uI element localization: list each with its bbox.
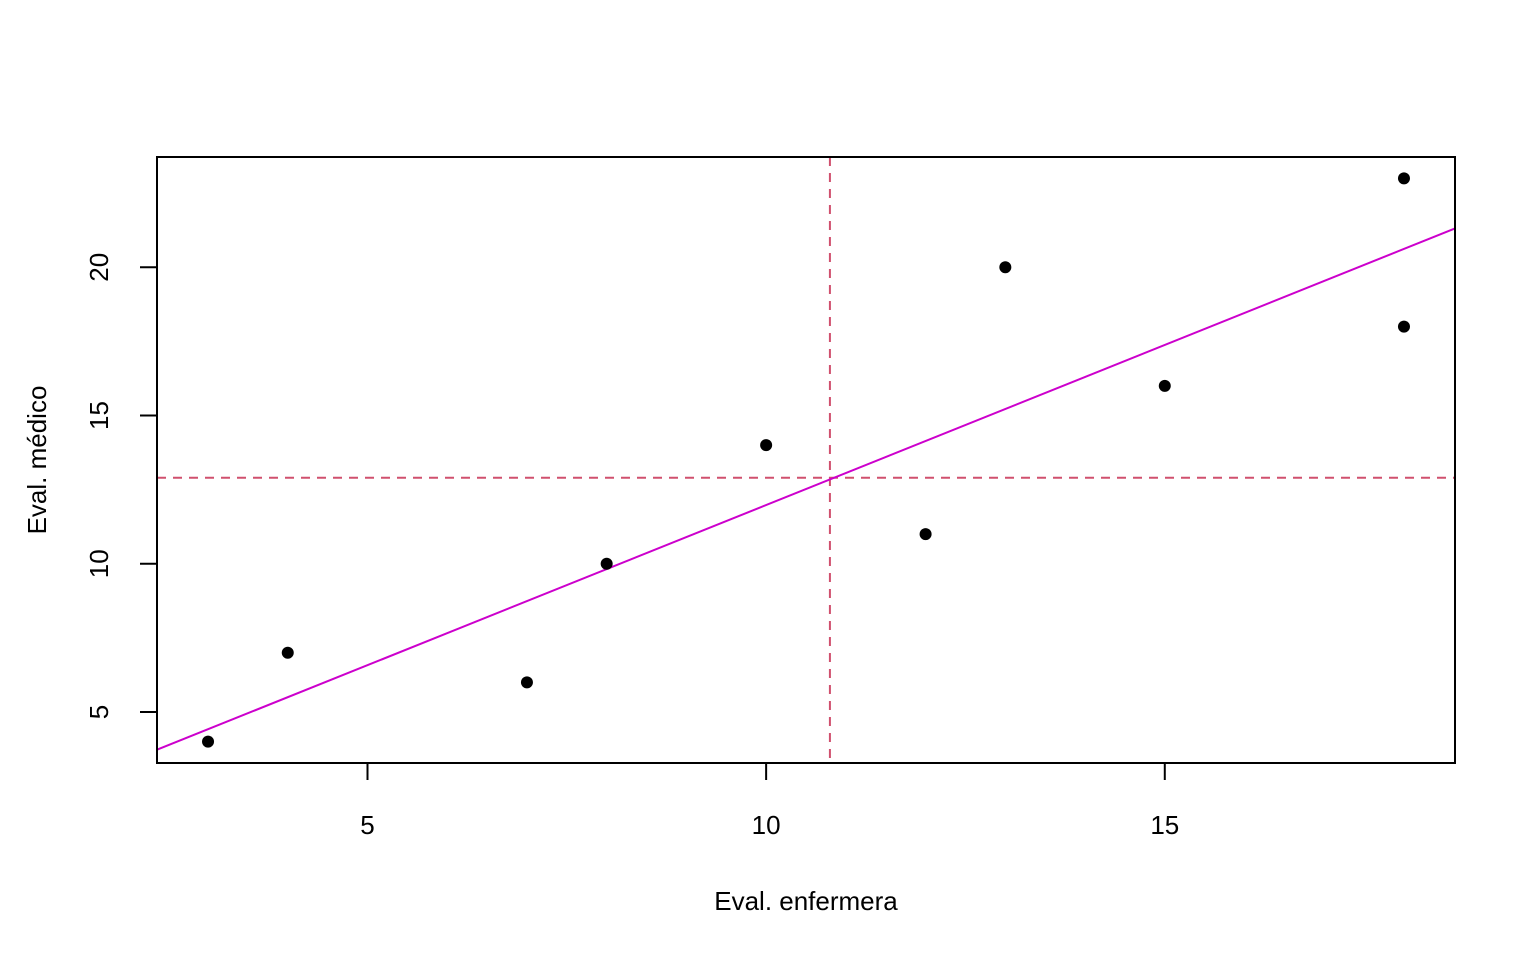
data-point — [1158, 379, 1171, 392]
y-tick-label: 15 — [84, 401, 114, 430]
data-point — [1397, 172, 1410, 185]
y-axis: 5 10 15 20 — [84, 253, 158, 719]
y-tick-label: 20 — [84, 253, 114, 282]
data-point — [202, 735, 215, 748]
data-point — [520, 676, 533, 689]
data-point — [999, 261, 1012, 274]
x-axis-label: Eval. enfermera — [714, 886, 898, 916]
data-point — [760, 439, 773, 452]
y-axis-label: Eval. médico — [22, 386, 52, 535]
x-tick-label: 5 — [360, 810, 374, 840]
data-point — [1397, 320, 1410, 333]
y-tick-label: 10 — [84, 549, 114, 578]
x-axis: 5 10 15 — [360, 762, 1179, 840]
y-tick-label: 5 — [84, 705, 114, 719]
data-point — [919, 528, 932, 541]
plot-content — [156, 157, 1456, 763]
x-tick-label: 10 — [752, 810, 781, 840]
regression-line — [156, 227, 1456, 751]
data-point — [281, 646, 294, 659]
x-tick-label: 15 — [1150, 810, 1179, 840]
data-point — [600, 557, 613, 570]
